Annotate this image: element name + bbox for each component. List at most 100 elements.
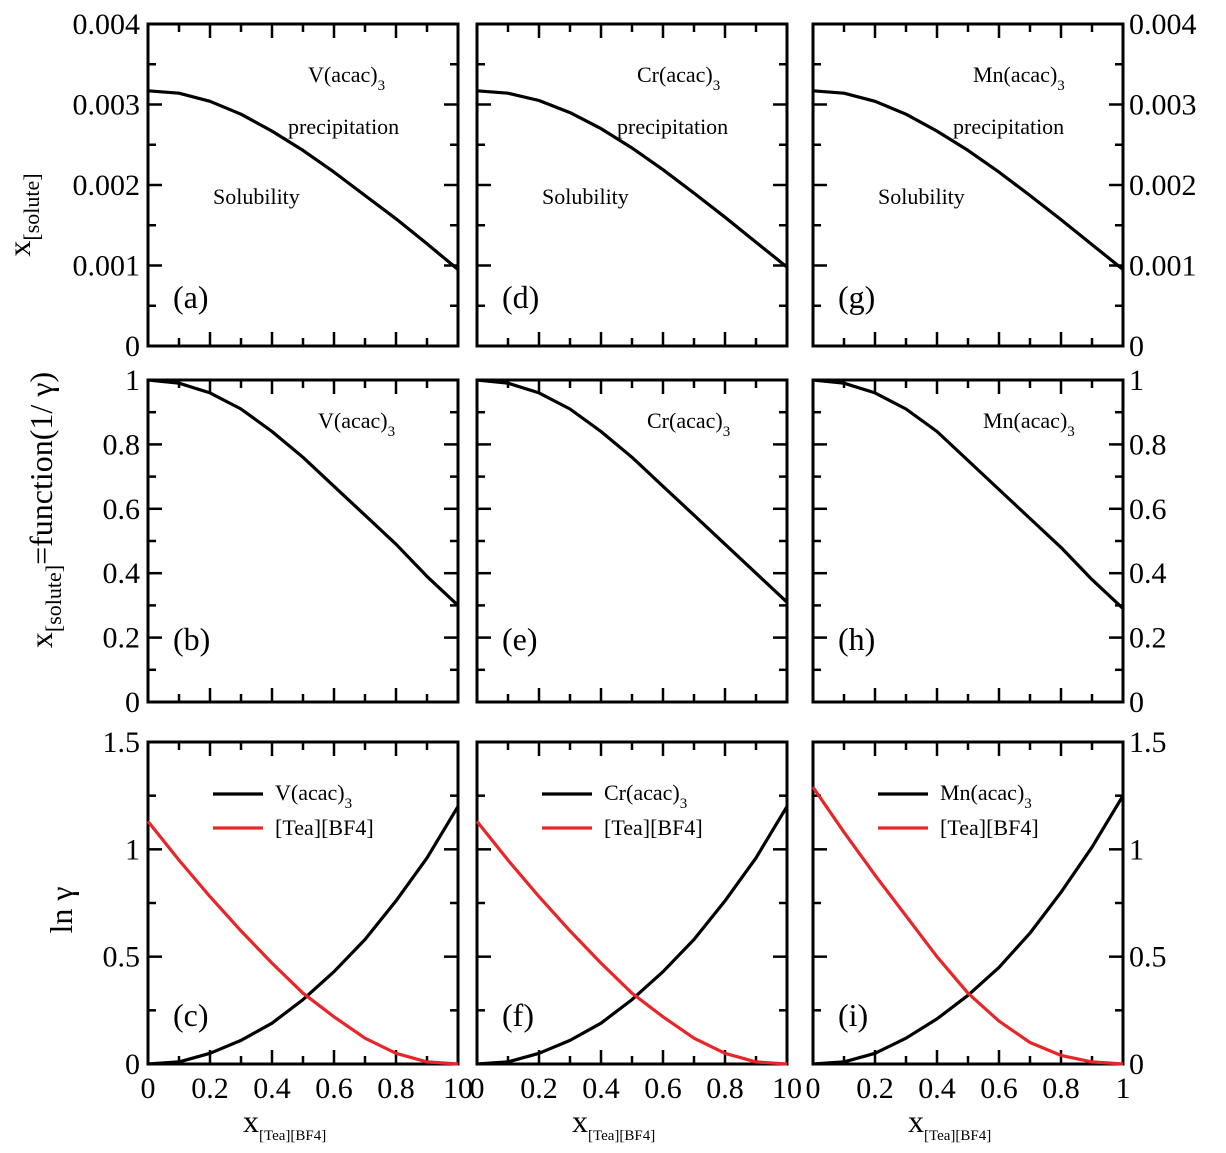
y-tick-label: 0: [125, 1048, 140, 1081]
panels: 00.0010.0020.0030.004(a)V(acac)3precipit…: [73, 8, 1197, 1144]
panel-letter: (a): [173, 279, 209, 315]
y-tick-label: 0.004: [73, 8, 141, 41]
compound-label-sub: 3: [1057, 78, 1065, 94]
compound-label-main: Mn(acac): [983, 408, 1067, 433]
compound-label-main: Cr(acac): [647, 408, 723, 433]
legend-entry-sub: 3: [680, 796, 688, 812]
compound-label-main: V(acac): [318, 408, 388, 433]
row1-ylabel-sub: [solute]: [19, 173, 44, 240]
x-tick-label: 0.2: [856, 1072, 894, 1105]
x-tick-label: 0.6: [315, 1072, 353, 1105]
x-axis-label: x[Tea][BF4]: [908, 1103, 991, 1144]
legend-entry: [Tea][BF4]: [604, 815, 703, 840]
x-axis-label-sub: [Tea][BF4]: [259, 1128, 326, 1144]
x-axis-label-sub: [Tea][BF4]: [924, 1128, 991, 1144]
y-tick-label: 1: [1129, 833, 1144, 866]
y-tick-label: 0.002: [1129, 169, 1197, 202]
y-tick-label: 1: [1129, 364, 1144, 397]
y-tick-label: 0.001: [73, 250, 141, 283]
x-tick-label: 0.8: [1042, 1072, 1080, 1105]
x-tick-label: 0.4: [253, 1072, 291, 1105]
x-tick-label: 0.4: [582, 1072, 620, 1105]
panel-a: 0 0.001 0.002 0.003 0.004 (a) V(acac)3 precipit…: [73, 8, 460, 363]
panel-letter: (g): [838, 279, 875, 315]
series-line-primary: [147, 89, 460, 271]
x-axis-label-main: x: [243, 1103, 259, 1139]
x-axis-label: x[Tea][BF4]: [572, 1103, 655, 1144]
y-tick-label: 0.4: [103, 557, 141, 590]
panel-e: (e) Cr(acac)3: [475, 378, 789, 704]
series-line-primary: [476, 805, 789, 1066]
y-tick-label: 0.001: [1129, 250, 1197, 283]
x-tick-label: 0: [141, 1072, 156, 1105]
y-tick-label: 0.004: [1129, 8, 1197, 41]
compound-label: V(acac)3: [318, 408, 395, 440]
y-tick-label: 0.6: [103, 493, 141, 526]
y-tick-label: 0: [1129, 686, 1144, 719]
panel-letter: (h): [838, 621, 875, 657]
panel-letter: (c): [173, 997, 209, 1033]
row1-ylabel-main: x: [1, 241, 37, 257]
compound-label: Mn(acac)3: [983, 408, 1075, 440]
x-axis-label-main: x: [572, 1103, 588, 1139]
y-tick-label: 0: [125, 330, 140, 363]
series-line-secondary: [475, 820, 788, 1066]
series-line-primary: [812, 378, 1125, 610]
y-tick-label: 0.8: [1129, 428, 1167, 461]
x-tick-label: 0.2: [520, 1072, 558, 1105]
series-line-primary: [476, 378, 789, 604]
compound-label-sub: 3: [713, 78, 721, 94]
x-tick-label-end: 1: [1116, 1072, 1131, 1105]
panel-b: 0 0.2 0.4 0.6 0.8 1 (b) V(acac)3: [103, 364, 460, 719]
row2-ylabel-sub: [solute]: [41, 565, 66, 632]
panel-g: 0 0.001 0.002 0.003 0.004 (g) Mn(acac)3 precipi…: [811, 8, 1197, 363]
x-tick-label: 0.8: [377, 1072, 415, 1105]
x-axis-label-sub: [Tea][BF4]: [588, 1128, 655, 1144]
series-line-secondary: [811, 786, 1124, 1066]
region-solubility: Solubility: [542, 184, 629, 209]
compound-label-sub: 3: [388, 424, 396, 440]
x-tick-label: 0.2: [191, 1072, 229, 1105]
legend-entry: Mn(acac)3: [940, 780, 1032, 812]
panel-i: 00.511.50 0.2 0.4 0.6 0.8 1x[Tea][BF4](i)Mn(a…: [806, 726, 1167, 1144]
x-tick-label-end: 10: [772, 1072, 802, 1105]
x-tick-label: 0.4: [918, 1072, 956, 1105]
x-tick-label: 0.6: [644, 1072, 682, 1105]
row2-ylabel-main: x: [23, 632, 59, 648]
panel-c: 00.511.50 0.2 0.4 0.6 0.8 10x[Tea][BF4](c)V(a…: [103, 726, 474, 1144]
y-tick-label: 0.6: [1129, 493, 1167, 526]
legend-entry: [Tea][BF4]: [940, 815, 1039, 840]
panel-f: 0 0.2 0.4 0.6 0.8 10x[Tea][BF4](f)Cr(acac)3[T…: [470, 740, 802, 1144]
compound-label-sub: 3: [378, 78, 386, 94]
compound-label-main: Cr(acac): [637, 62, 713, 87]
legend-entry-sub: 3: [1024, 796, 1032, 812]
panel-letter: (d): [502, 279, 539, 315]
legend-entry: V(acac)3: [275, 780, 352, 812]
legend-entry-sub: 3: [345, 796, 353, 812]
y-tick-label: 1: [125, 364, 140, 397]
x-tick-label: 0: [806, 1072, 821, 1105]
y-tick-label: 0.5: [1129, 941, 1167, 974]
legend-entry-main: Mn(acac): [940, 780, 1024, 805]
x-tick-label: 0.8: [706, 1072, 744, 1105]
series-line-primary: [147, 378, 460, 607]
row1-ylabel: x[solute]: [1, 173, 44, 256]
legend-entry: Cr(acac)3: [604, 780, 687, 812]
compound-label-sub: 3: [1067, 424, 1075, 440]
compound-label: V(acac)3: [308, 62, 385, 94]
row2-ylabel-tail: =function(1/ γ): [23, 372, 59, 565]
compound-label: Cr(acac)3: [647, 408, 730, 440]
panel-letter: (i): [838, 997, 868, 1033]
y-tick-label: 0.2: [1129, 622, 1167, 655]
panel-h: 0 0.2 0.4 0.6 0.8 1 (h) Mn(acac)3: [811, 364, 1167, 719]
compound-label: Cr(acac)3: [637, 62, 720, 94]
region-precipitation: precipitation: [288, 114, 399, 139]
compound-label: Mn(acac)3: [973, 62, 1065, 94]
compound-label-sub: 3: [723, 424, 731, 440]
y-tick-label: 1.5: [103, 726, 141, 759]
x-axis-label: x[Tea][BF4]: [243, 1103, 326, 1144]
legend-entry-main: Cr(acac): [604, 780, 680, 805]
row3-ylabel: ln γ: [43, 886, 79, 933]
y-tick-label: 1: [125, 833, 140, 866]
